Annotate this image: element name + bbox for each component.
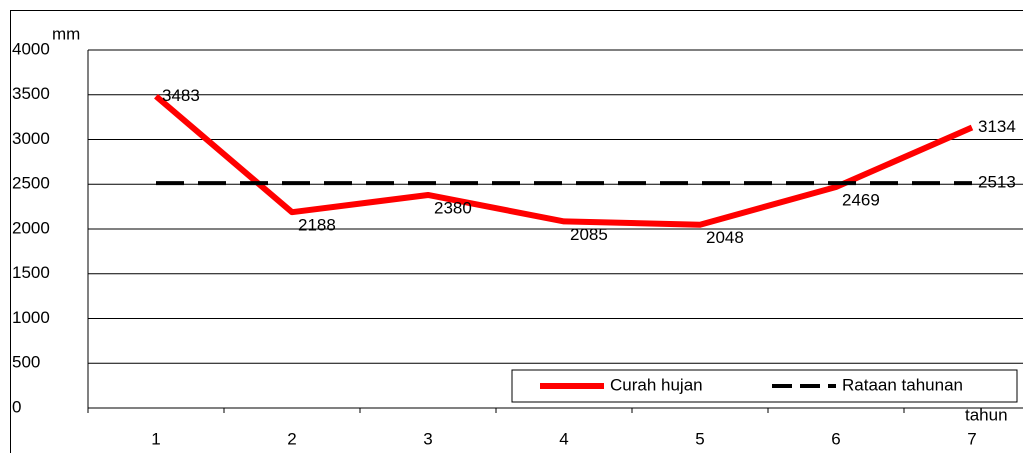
data-label: 2188 bbox=[298, 216, 336, 235]
x-tick-label: 4 bbox=[559, 429, 568, 448]
legend-label: Curah hujan bbox=[610, 375, 703, 394]
y-tick-label: 2500 bbox=[12, 174, 50, 193]
y-tick-label: 500 bbox=[12, 353, 40, 372]
y-tick-label: 2000 bbox=[12, 218, 50, 237]
x-tick-label: 2 bbox=[287, 429, 296, 448]
data-label: 2469 bbox=[842, 191, 880, 210]
data-label: 2085 bbox=[570, 225, 608, 244]
y-axis-label: mm bbox=[52, 24, 80, 43]
legend-label: Rataan tahunan bbox=[842, 375, 963, 394]
data-label: 2048 bbox=[706, 228, 744, 247]
data-label: 2380 bbox=[434, 198, 472, 217]
y-tick-label: 4000 bbox=[12, 39, 50, 58]
x-tick-label: 1 bbox=[151, 429, 160, 448]
y-tick-label: 0 bbox=[12, 397, 21, 416]
y-tick-label: 3500 bbox=[12, 84, 50, 103]
x-tick-label: 5 bbox=[695, 429, 704, 448]
x-tick-label: 7 bbox=[967, 429, 976, 448]
data-label: 3134 bbox=[978, 117, 1016, 136]
data-label: 3483 bbox=[162, 86, 200, 105]
y-tick-label: 1500 bbox=[12, 263, 50, 282]
y-tick-label: 1000 bbox=[12, 308, 50, 327]
x-tick-label: 6 bbox=[831, 429, 840, 448]
data-label: 2513 bbox=[978, 173, 1016, 192]
x-tick-label: 3 bbox=[423, 429, 432, 448]
y-tick-label: 3000 bbox=[12, 129, 50, 148]
